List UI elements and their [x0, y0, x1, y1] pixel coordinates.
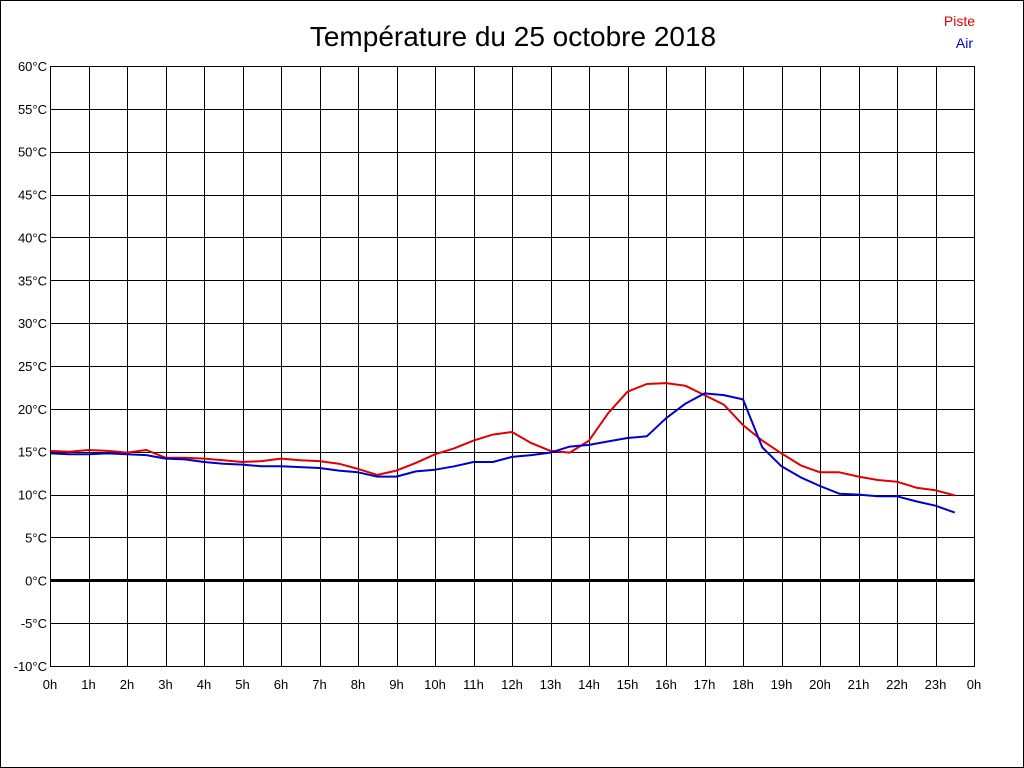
y-tick-label: 25°C — [18, 359, 47, 374]
y-tick-label: 5°C — [25, 530, 47, 545]
y-tick-label: 45°C — [18, 188, 47, 203]
x-tick-label: 13h — [540, 677, 562, 692]
x-tick-label: 23h — [925, 677, 947, 692]
chart-title: Température du 25 octobre 2018 — [310, 21, 716, 52]
y-tick-label: 20°C — [18, 402, 47, 417]
y-axis-ticks: -10°C -5°C 0°C 5°C 10°C 15°C 20°C 25°C 30°C 35°C 4… — [14, 59, 47, 674]
y-tick-label: -5°C — [21, 616, 47, 631]
x-tick-label: 5h — [235, 677, 249, 692]
x-tick-label: 22h — [886, 677, 908, 692]
x-tick-label: 2h — [120, 677, 134, 692]
x-tick-label: 6h — [274, 677, 288, 692]
legend-piste: Piste — [944, 13, 975, 29]
y-tick-label: 0°C — [25, 573, 47, 588]
x-tick-label: 9h — [389, 677, 403, 692]
y-tick-label: -10°C — [14, 659, 47, 674]
x-tick-label: 1h — [81, 677, 95, 692]
y-tick-label: 40°C — [18, 230, 47, 245]
y-tick-label: 35°C — [18, 273, 47, 288]
plot-border — [50, 66, 975, 667]
x-tick-label: 0h — [43, 677, 57, 692]
x-tick-label: 17h — [694, 677, 716, 692]
data-series — [49, 382, 956, 514]
series-line-air — [49, 392, 956, 514]
x-tick-label: 15h — [617, 677, 639, 692]
x-tick-label: 4h — [197, 677, 211, 692]
x-tick-label: 3h — [158, 677, 172, 692]
y-tick-label: 15°C — [18, 445, 47, 460]
x-tick-label: 19h — [771, 677, 793, 692]
x-tick-label: 18h — [732, 677, 754, 692]
x-tick-label: 0h — [967, 677, 981, 692]
series-line-piste — [49, 382, 956, 497]
x-tick-label: 14h — [578, 677, 600, 692]
x-axis-ticks: 0h 1h 2h 3h 4h 5h 6h 7h 8h 9h 10h 11h 12h 13h 14h 15h 16… — [43, 677, 981, 692]
y-tick-label: 60°C — [18, 59, 47, 74]
x-tick-label: 11h — [463, 677, 484, 692]
x-tick-label: 10h — [424, 677, 446, 692]
x-tick-label: 20h — [809, 677, 831, 692]
x-tick-label: 16h — [655, 677, 677, 692]
x-tick-label: 8h — [351, 677, 365, 692]
x-tick-label: 21h — [848, 677, 870, 692]
grid-lines — [50, 66, 975, 667]
x-tick-label: 7h — [312, 677, 326, 692]
y-tick-label: 50°C — [18, 145, 47, 160]
x-tick-label: 12h — [501, 677, 523, 692]
y-tick-label: 10°C — [18, 488, 47, 503]
y-tick-label: 55°C — [18, 102, 47, 117]
legend-air: Air — [956, 35, 973, 51]
y-tick-label: 30°C — [18, 316, 47, 331]
